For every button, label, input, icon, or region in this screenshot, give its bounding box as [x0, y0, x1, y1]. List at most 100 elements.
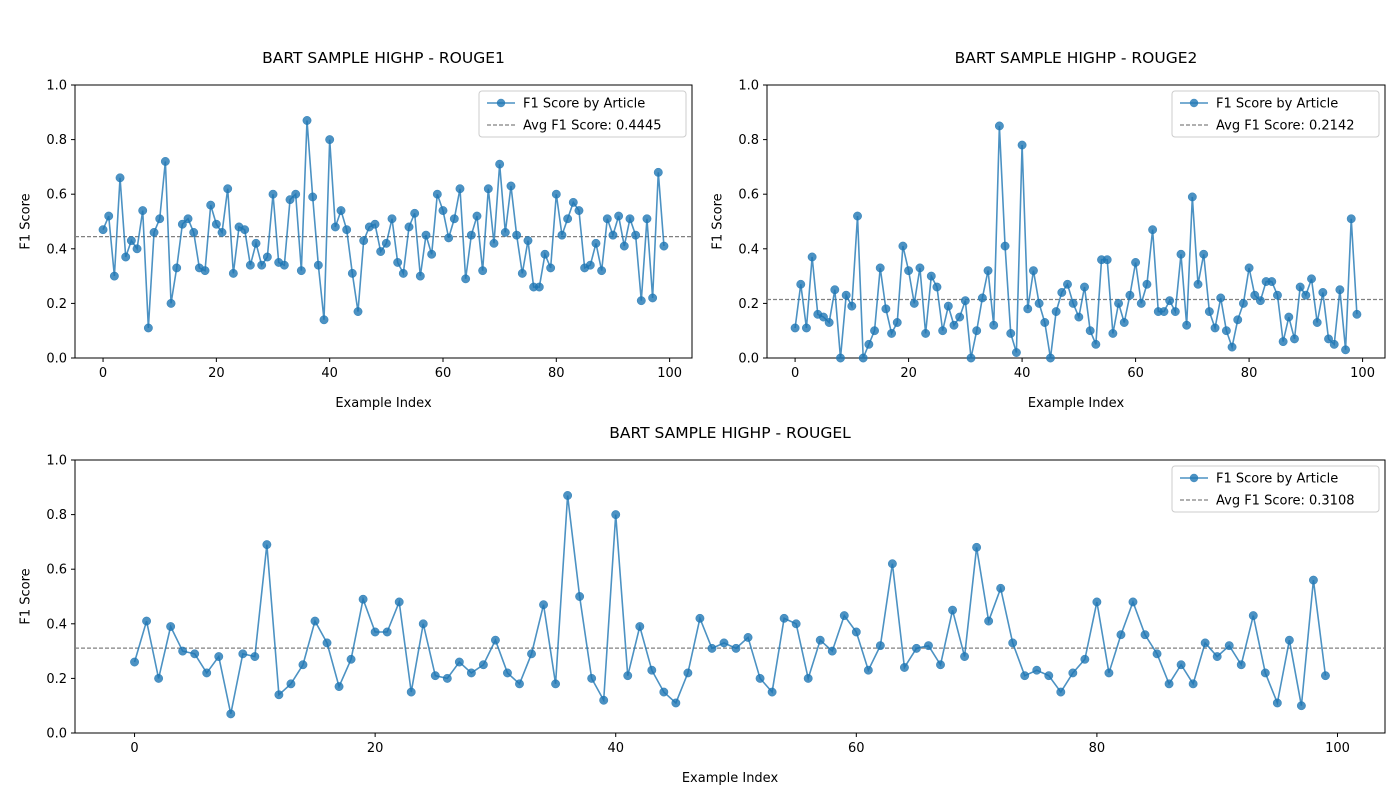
data-point: [851, 627, 861, 637]
data-point: [512, 230, 522, 240]
data-point: [955, 312, 965, 322]
data-point: [1329, 339, 1339, 349]
data-point: [887, 328, 897, 338]
data-point: [160, 156, 170, 166]
data-point: [104, 211, 114, 221]
data-point: [1296, 701, 1306, 711]
data-point: [671, 698, 681, 708]
data-point: [1063, 279, 1072, 289]
data-point: [936, 660, 945, 670]
data-point: [1318, 288, 1328, 297]
data-point: [1308, 575, 1318, 585]
data-point: [1346, 214, 1356, 224]
data-point: [585, 260, 595, 270]
data-point: [1128, 597, 1138, 607]
y-tick-label: 0.0: [46, 727, 67, 742]
data-point: [109, 271, 119, 281]
data-point: [130, 657, 139, 667]
x-tick-label: 20: [900, 366, 917, 381]
x-tick-label: 100: [657, 366, 682, 381]
data-point: [132, 244, 142, 254]
x-tick-label: 60: [1127, 366, 1144, 381]
data-point: [523, 236, 533, 246]
data-point: [960, 296, 970, 306]
y-tick-label: 0.8: [738, 133, 759, 148]
data-point: [875, 641, 885, 651]
data-point: [847, 301, 857, 311]
series-line: [102, 120, 665, 329]
data-point: [527, 649, 536, 659]
series-line: [794, 125, 1358, 359]
legend: F1 Score by Article Avg F1 Score: 0.3108: [1171, 465, 1380, 513]
data-point: [291, 189, 301, 199]
legend: F1 Score by Article Avg F1 Score: 0.4445: [478, 90, 687, 138]
data-point: [1006, 328, 1016, 338]
data-point: [892, 318, 902, 327]
legend-box: [1171, 90, 1380, 138]
data-point: [1187, 192, 1197, 202]
data-point: [1200, 638, 1210, 648]
data-point: [1210, 323, 1220, 333]
data-point: [1255, 296, 1265, 306]
data-point: [563, 214, 573, 224]
data-point: [1125, 290, 1135, 300]
data-point: [126, 236, 136, 246]
data-point: [839, 611, 849, 621]
data-point: [381, 238, 391, 248]
data-point: [1148, 225, 1158, 235]
data-point: [801, 323, 811, 333]
data-point: [1142, 279, 1152, 289]
data-point: [1176, 249, 1186, 259]
data-point: [731, 643, 741, 653]
legend-label-series: F1 Score by Article: [1216, 97, 1338, 112]
data-point: [308, 192, 318, 202]
data-point: [211, 219, 221, 229]
data-point: [1260, 668, 1270, 678]
data-point: [587, 673, 597, 683]
data-point: [442, 673, 452, 683]
data-point: [1044, 671, 1054, 681]
data-point: [438, 206, 448, 216]
data-point: [478, 660, 488, 670]
data-point: [334, 682, 344, 692]
data-point: [1170, 307, 1180, 317]
series-line: [133, 495, 1327, 715]
data-point: [1032, 665, 1042, 675]
data-point: [743, 633, 753, 642]
data-point: [683, 668, 693, 678]
data-point: [177, 219, 187, 229]
data-point: [1017, 140, 1027, 150]
x-tick-label: 100: [1325, 741, 1350, 756]
data-point: [455, 184, 465, 194]
x-tick-label: 60: [848, 741, 865, 756]
data-point: [836, 353, 845, 363]
data-point: [1224, 641, 1234, 651]
data-point: [1011, 348, 1021, 357]
data-point: [949, 320, 959, 330]
data-point: [568, 197, 578, 207]
data-point: [1119, 318, 1129, 327]
data-point: [370, 627, 380, 637]
data-point: [659, 241, 669, 251]
data-point: [298, 660, 308, 670]
x-tick-label: 80: [548, 366, 565, 381]
x-axis-label: Example Index: [1028, 396, 1125, 411]
data-point: [178, 646, 188, 656]
x-axis-label: Example Index: [335, 396, 432, 411]
data-point: [121, 252, 131, 262]
data-point: [791, 619, 801, 629]
data-point: [1290, 334, 1299, 344]
data-point: [1188, 679, 1198, 689]
data-point: [540, 249, 550, 259]
data-point: [98, 225, 108, 235]
x-tick-label: 80: [1241, 366, 1258, 381]
y-tick-label: 1.0: [46, 79, 67, 94]
x-tick-label: 60: [435, 366, 452, 381]
data-point: [875, 263, 885, 273]
data-point: [444, 233, 454, 243]
data-point: [143, 323, 153, 333]
data-point: [966, 353, 976, 363]
chart-3: BART SAMPLE HIGHP - ROUGEL 0.0 0.2 0.4 0.6 0.…: [19, 424, 1386, 786]
data-point: [166, 298, 176, 308]
data-point: [257, 260, 267, 270]
